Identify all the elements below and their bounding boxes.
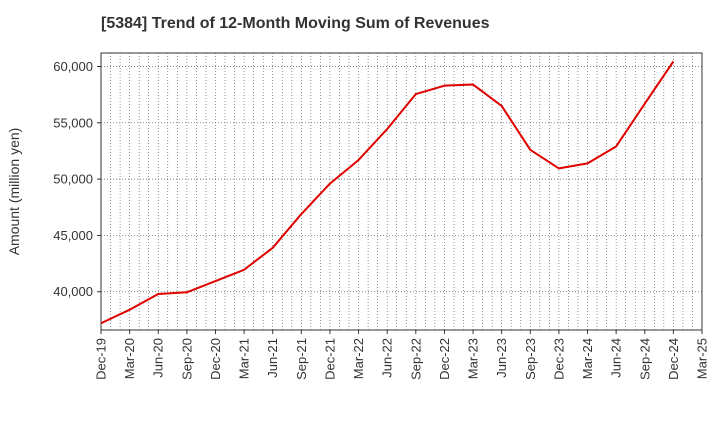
x-tick-label: Sep-20 bbox=[179, 338, 194, 380]
x-tick-label: Dec-19 bbox=[94, 338, 109, 380]
revenue-line bbox=[100, 60, 675, 325]
y-tick-label: 55,000 bbox=[53, 115, 93, 130]
grid-layer bbox=[101, 53, 702, 330]
x-tick-label: Mar-20 bbox=[122, 338, 137, 379]
x-tick-label: Sep-23 bbox=[523, 338, 538, 380]
x-tick-label: Jun-23 bbox=[494, 338, 509, 378]
x-tick-label: Dec-23 bbox=[551, 338, 566, 380]
x-tick-label: Mar-21 bbox=[237, 338, 252, 379]
x-tick-label: Jun-21 bbox=[265, 338, 280, 378]
x-tick-label: Dec-21 bbox=[322, 338, 337, 380]
x-tick-label: Dec-22 bbox=[437, 338, 452, 380]
x-tick-label: Sep-24 bbox=[637, 338, 652, 380]
x-tick-label: Mar-23 bbox=[466, 338, 481, 379]
y-tick-label: 60,000 bbox=[53, 59, 93, 74]
x-tick-label: Mar-24 bbox=[580, 338, 595, 379]
y-tick-label: 50,000 bbox=[53, 172, 93, 187]
series-layer bbox=[100, 60, 675, 325]
x-tick-label: Jun-22 bbox=[380, 338, 395, 378]
x-tick-label: Mar-22 bbox=[351, 338, 366, 379]
x-tick-label: Sep-22 bbox=[408, 338, 423, 380]
y-tick-label: 45,000 bbox=[53, 228, 93, 243]
x-tick-label: Mar-25 bbox=[695, 338, 710, 379]
x-tick-label: Dec-24 bbox=[666, 338, 681, 380]
x-tick-label: Dec-20 bbox=[208, 338, 223, 380]
chart-title: [5384] Trend of 12-Month Moving Sum of R… bbox=[101, 15, 490, 32]
x-tick-label: Jun-24 bbox=[609, 338, 624, 378]
y-axis-title: Amount (million yen) bbox=[6, 128, 22, 256]
y-axis: 40,000 45,000 50,000 55,000 60,000 bbox=[53, 59, 101, 299]
plot-frame bbox=[100, 52, 703, 331]
y-tick-label: 40,000 bbox=[53, 284, 93, 299]
x-axis: Dec-19 Mar-20 Jun-20 Sep-20 Dec-20 Mar-21 Jun-… bbox=[94, 330, 710, 380]
x-tick-label: Jun-20 bbox=[151, 338, 166, 378]
x-tick-label: Sep-21 bbox=[294, 338, 309, 380]
